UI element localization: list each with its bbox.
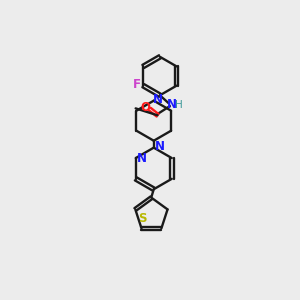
Text: N: N <box>137 152 147 165</box>
Text: H: H <box>175 100 182 110</box>
Text: S: S <box>138 212 146 225</box>
Text: F: F <box>133 78 141 92</box>
Text: N: N <box>153 93 163 106</box>
Text: N: N <box>167 98 177 111</box>
Text: N: N <box>155 140 165 153</box>
Text: O: O <box>140 101 150 114</box>
